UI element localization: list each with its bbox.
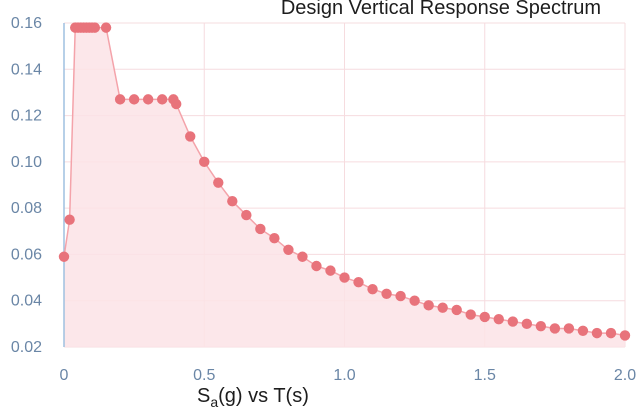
y-tick-label-7: 0.16 [11,15,42,32]
series-point-20 [227,196,238,207]
x-axis-label-rest: (g) vs T(s) [218,385,309,407]
series-point-12 [128,94,140,105]
y-tick-label-1: 0.04 [11,293,42,310]
series-point-45 [577,325,589,336]
series-point-37 [465,309,476,320]
series-point-32 [395,290,406,302]
x-axis-label: Sa(g) vs T(s) [197,385,309,408]
series-point-31 [381,288,392,299]
series-point-47 [605,327,617,339]
series-layer [58,22,631,341]
series-point-25 [297,251,308,262]
tick-layer: 0.02 0.04 0.06 0.08 0.10 0.12 0.14 0.16 0 0.5 1.0 1… [11,15,636,384]
series-point-39 [493,314,504,325]
series-point-48 [619,330,631,341]
series-point-36 [451,304,462,316]
series-point-44 [563,323,575,334]
series-point-30 [367,283,378,295]
area-layer [64,27,625,347]
series-point-11 [114,94,126,105]
series-point-28 [339,272,350,283]
y-tick-label-2: 0.06 [11,246,42,263]
series-point-0 [58,251,70,262]
x-tick-label-0: 0 [60,367,69,384]
series-point-33 [409,295,420,306]
x-tick-label-1: 0.5 [193,367,215,384]
series-point-17 [185,131,196,142]
series-point-29 [353,277,364,288]
y-tick-label-6: 0.14 [11,61,42,78]
series-point-27 [325,265,336,276]
series-point-26 [311,260,322,272]
series-point-23 [269,233,280,244]
series-point-34 [423,300,434,311]
series-point-10 [100,22,112,33]
series-point-13 [142,94,154,105]
x-axis-label-subscript: a [210,394,218,408]
chart-title: Design Vertical Response Spectrum [281,0,601,19]
series-point-42 [535,320,547,332]
series-point-16 [171,98,182,110]
y-tick-label-3: 0.08 [11,200,42,217]
series-point-1 [64,214,75,225]
series-area [64,27,625,347]
series-point-41 [521,318,533,330]
series-point-24 [283,244,294,255]
series-point-19 [213,177,224,188]
series-point-43 [549,323,561,334]
x-tick-label-4: 2.0 [614,367,636,384]
series-point-14 [156,94,168,105]
series-point-21 [241,209,252,221]
y-tick-label-0: 0.02 [11,339,42,356]
series-point-35 [437,302,448,313]
y-tick-label-5: 0.12 [11,108,42,125]
y-tick-label-4: 0.10 [11,154,42,171]
x-tick-label-3: 1.5 [474,367,496,384]
series-point-18 [199,156,210,168]
series-point-22 [255,223,266,235]
series-point-9 [89,22,101,33]
x-axis-label-main: S [197,385,210,407]
series-point-40 [507,316,518,327]
x-tick-label-2: 1.0 [333,367,355,384]
series-point-46 [591,327,603,339]
series-point-38 [479,311,490,323]
